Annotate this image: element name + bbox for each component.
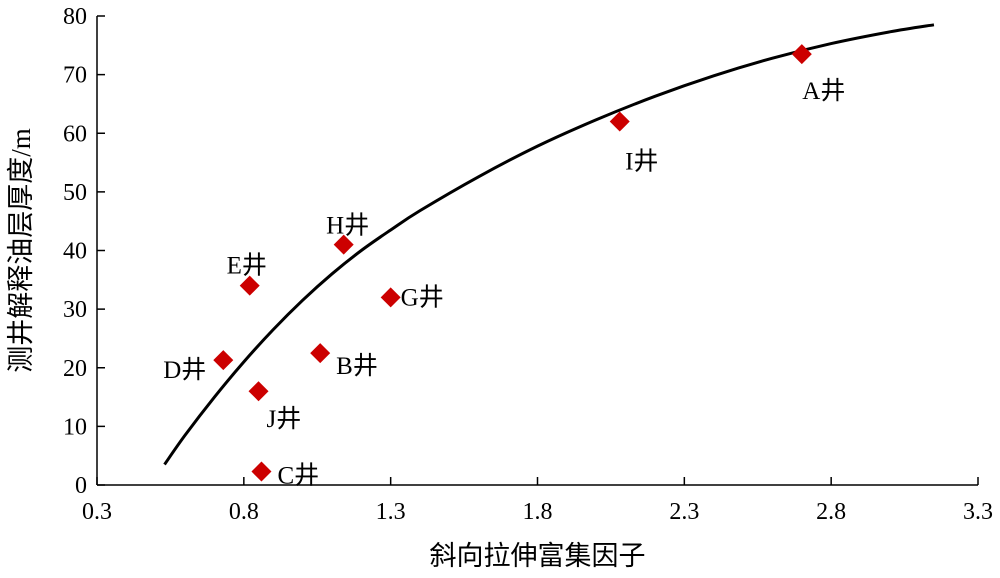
x-tick-label: 2.3 (669, 499, 699, 525)
x-tick-label: 3.3 (963, 499, 993, 525)
data-point-label: C井 (277, 462, 319, 490)
x-tick-label: 1.3 (376, 499, 406, 525)
data-point-label: J井 (267, 405, 302, 433)
y-tick-label: 0 (75, 473, 87, 499)
y-tick-label: 40 (63, 239, 87, 265)
axes (96, 16, 978, 486)
x-tick-label: 0.8 (229, 499, 259, 525)
y-tick-label: 50 (63, 180, 87, 206)
data-point-label: G井 (401, 283, 444, 311)
trend-curve (163, 23, 935, 466)
data-point-label: I井 (625, 148, 658, 176)
data-point-marker (310, 343, 331, 364)
data-point-label: A井 (802, 77, 845, 105)
x-ticks: 0.3 0.8 1.3 1.8 2.3 2.8 3.3 (82, 477, 993, 525)
x-tick-label: 2.8 (816, 499, 846, 525)
y-tick-label: 30 (63, 297, 87, 323)
data-point-label: B井 (336, 352, 378, 380)
data-point-marker (239, 275, 260, 296)
data-point-marker (333, 234, 354, 255)
y-ticks: 0 10 20 30 40 50 60 70 80 (63, 4, 105, 499)
data-point-label: D井 (163, 356, 206, 384)
data-point-marker (609, 111, 630, 132)
y-axis-title: 测井解释油层厚度/m (6, 128, 36, 373)
data-point-label: H井 (326, 212, 369, 240)
x-axis-title: 斜向拉伸富集因子 (430, 541, 646, 571)
data-point-marker (213, 350, 234, 371)
x-tick-label: 1.8 (523, 499, 553, 525)
y-tick-label: 80 (63, 4, 87, 30)
data-points: A井 I井 H井 E井 G井 B井 D井 J井 C井 (163, 44, 845, 490)
data-point-marker (791, 44, 812, 65)
data-point-marker (251, 461, 272, 482)
y-tick-label: 60 (63, 121, 87, 147)
data-point-label: E井 (227, 252, 267, 280)
y-tick-label: 70 (63, 63, 87, 89)
y-tick-label: 20 (63, 356, 87, 382)
x-tick-label: 0.3 (82, 499, 112, 525)
y-tick-label: 10 (63, 414, 87, 440)
data-point-marker (380, 287, 401, 308)
data-point-marker (248, 381, 269, 402)
